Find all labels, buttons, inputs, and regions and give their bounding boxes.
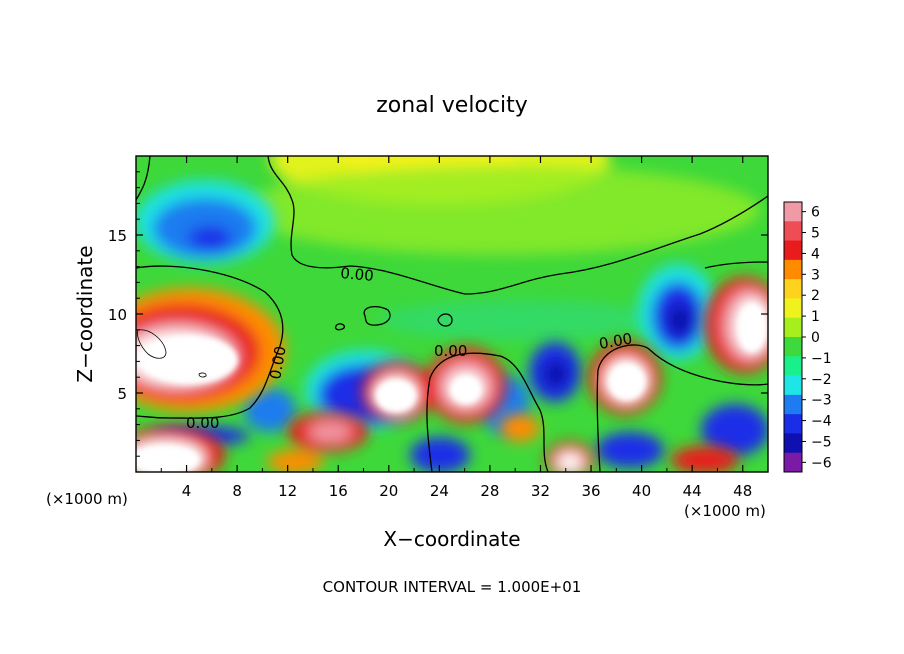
contour-leftedge: [136, 156, 151, 201]
x-axis-label: X−coordinate: [383, 527, 520, 551]
colorbar-label: 0: [811, 330, 820, 346]
x-tick-label: 24: [430, 482, 449, 500]
chart-title: zonal velocity: [376, 93, 528, 118]
x-tick-label: 4: [182, 482, 192, 500]
colorbar-label: 1: [811, 309, 820, 325]
colorbar-swatch: [784, 221, 802, 242]
colorbar-swatch: [784, 394, 802, 415]
y-tick-label: 10: [108, 306, 127, 324]
contour-labels: 0.00 0.00 0.00 0.00 0.00: [186, 264, 634, 432]
pos-cell-c6: [500, 414, 540, 442]
contour-label-5: 0.00: [186, 414, 219, 432]
x-tick-label: 44: [683, 482, 702, 500]
y-tick-label: 5: [117, 385, 127, 403]
contour-upper: [267, 156, 768, 295]
x-tick-label: 8: [232, 482, 242, 500]
colorbar-label: 6: [811, 205, 820, 221]
colorbar-swatch: [784, 433, 802, 454]
colorbar-swatch: [784, 414, 802, 434]
white-c2: [451, 376, 481, 404]
x-tick-label: 32: [531, 482, 550, 500]
white-l: [142, 336, 238, 384]
x-tick-label: 48: [733, 482, 752, 500]
pos-cell-br2: [267, 450, 323, 472]
field-mid-teal: [380, 300, 660, 340]
white-c3: [609, 364, 645, 400]
field-upper-lightgreen: [240, 165, 760, 255]
contour-right: [596, 344, 768, 472]
neg-cell-m7: [410, 437, 470, 472]
neg-cell-ul-core: [188, 226, 232, 250]
x-tick-label: 28: [480, 482, 499, 500]
white-bl: [136, 446, 199, 472]
x-tick-label: 12: [278, 482, 297, 500]
contour-center: [426, 352, 549, 472]
colorbar-label: −6: [811, 455, 832, 471]
colorbar-label: 4: [811, 246, 820, 262]
white-c1: [376, 380, 416, 412]
colorbar-label: −4: [811, 414, 832, 430]
pos-cell-c4-core: [308, 422, 352, 442]
x-unit-left: (×1000 m): [46, 490, 128, 508]
colorbar-label: 3: [811, 267, 820, 283]
pos-cell-br: [671, 446, 739, 472]
colorbar-swatch: [784, 279, 802, 299]
colorbar-label: −2: [811, 372, 832, 388]
colorbar-label: −3: [811, 393, 832, 409]
heatmap-field: 0.00 0.00 0.00 0.00 0.00: [136, 156, 768, 472]
colorbar-swatch: [784, 356, 802, 377]
x-tick-label: 36: [581, 482, 600, 500]
neg-cell-m5: [596, 432, 664, 468]
colorbar-swatch: [784, 202, 802, 222]
colorbar-swatch: [784, 240, 802, 261]
colorbar-label: −5: [811, 434, 832, 450]
colorbar-swatch: [784, 375, 802, 396]
contour-interval-note: CONTOUR INTERVAL = 1.000E+01: [323, 578, 582, 596]
contour-label-2: 0.00: [266, 345, 290, 381]
neg-cell-m2-core: [544, 360, 568, 388]
y-tick-label: 15: [108, 227, 127, 245]
zero-contours: [136, 156, 768, 472]
colorbar-swatch: [784, 298, 802, 319]
contour-thin-loop: [137, 329, 167, 359]
contour-label-4: 0.00: [598, 329, 634, 353]
white-r: [738, 304, 766, 352]
contour-label-1: 0.00: [340, 264, 375, 285]
contour-loop-2: [437, 313, 453, 327]
colorbar-label: 5: [811, 226, 820, 242]
pos-cell-c5-core: [556, 452, 584, 472]
x-tick-label: 20: [379, 482, 398, 500]
contour-small-dot: [198, 372, 207, 378]
colorbar-swatch: [784, 259, 802, 280]
x-tick-label: 16: [329, 482, 348, 500]
colorbar-label: −1: [811, 351, 832, 367]
x-unit-right: (×1000 m): [684, 502, 766, 520]
neg-cell-r-core: [668, 304, 692, 336]
x-tick-label: 40: [632, 482, 651, 500]
contour-right-upper: [704, 261, 768, 269]
contour-label-3: 0.00: [434, 342, 467, 360]
colorbar-swatch: [784, 337, 802, 357]
contour-left-mid: [136, 265, 284, 419]
contour-loop-3: [334, 323, 345, 331]
colorbar-label: 2: [811, 288, 820, 304]
y-axis-label: Z−coordinate: [73, 245, 97, 382]
colorbar-swatch: [784, 317, 802, 338]
contour-loop-1: [363, 305, 391, 326]
colorbar: 6 5 4 3 2 1 0 −1 −2 −3 −4 −5 −6: [783, 201, 832, 473]
colorbar-swatch: [784, 452, 802, 473]
neg-cell-m4: [701, 404, 768, 456]
